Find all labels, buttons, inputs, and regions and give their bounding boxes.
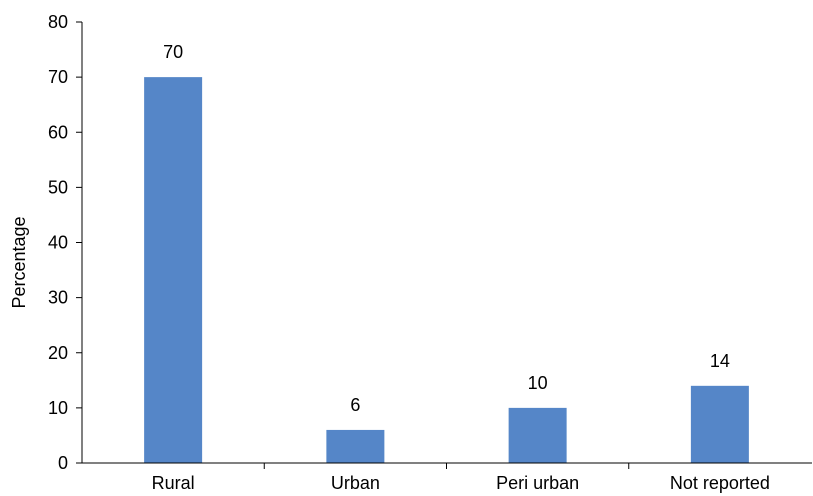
y-tick-label: 60 bbox=[48, 122, 68, 142]
x-axis-ticks: Rural Urban Peri urban Not reported bbox=[152, 463, 770, 493]
x-tick-label: Rural bbox=[152, 473, 195, 493]
x-tick-label: Urban bbox=[331, 473, 380, 493]
x-tick-label: Peri urban bbox=[496, 473, 579, 493]
y-axis-ticks: 0 10 20 30 40 50 60 70 80 bbox=[48, 12, 82, 473]
data-labels: 70 6 10 14 bbox=[163, 42, 730, 415]
y-tick-label: 10 bbox=[48, 398, 68, 418]
y-tick-label: 80 bbox=[48, 12, 68, 32]
y-tick-label: 20 bbox=[48, 343, 68, 363]
bars bbox=[144, 77, 749, 463]
data-label: 14 bbox=[710, 351, 730, 371]
data-label: 6 bbox=[350, 395, 360, 415]
bar-peri-urban bbox=[508, 407, 567, 463]
y-axis-title: Percentage bbox=[9, 216, 29, 308]
bar-urban bbox=[326, 429, 385, 463]
data-label: 10 bbox=[528, 373, 548, 393]
y-tick-label: 30 bbox=[48, 288, 68, 308]
y-tick-label: 40 bbox=[48, 233, 68, 253]
y-tick-label: 0 bbox=[58, 453, 68, 473]
data-label: 70 bbox=[163, 42, 183, 62]
x-tick-label: Not reported bbox=[670, 473, 770, 493]
y-tick-label: 50 bbox=[48, 177, 68, 197]
bar-rural bbox=[144, 77, 203, 463]
y-tick-label: 70 bbox=[48, 67, 68, 87]
bar-not-reported bbox=[690, 385, 749, 463]
axes bbox=[81, 22, 812, 464]
